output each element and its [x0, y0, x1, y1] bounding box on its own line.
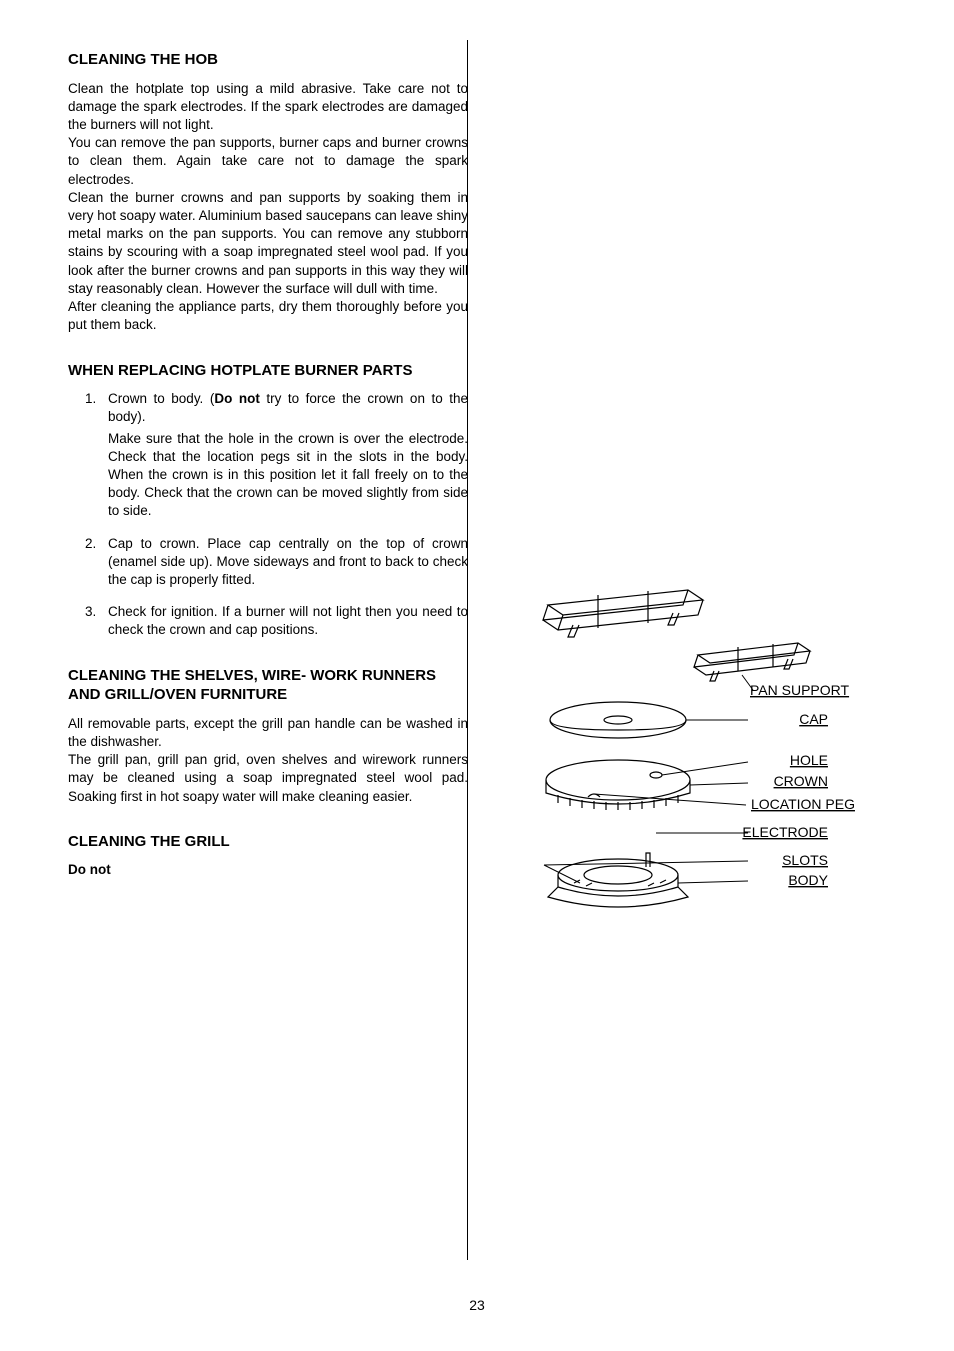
diagram-label-hole: HOLE: [790, 752, 828, 768]
list-item-sub: Make sure that the hole in the crown is …: [108, 430, 468, 521]
diagram-label-body: BODY: [788, 872, 828, 888]
list-item: Cap to crown. Place cap centrally on the…: [100, 535, 468, 590]
text: Crown to body. (: [108, 391, 214, 406]
section-replacing-parts: WHEN REPLACING HOTPLATE BURNER PARTS Cro…: [68, 361, 468, 640]
para-bold: Do not: [68, 861, 468, 879]
page-number: 23: [0, 1297, 954, 1313]
heading-cleaning-grill: CLEANING THE GRILL: [68, 832, 468, 852]
diagram-label-cap: CAP: [799, 711, 828, 727]
para: You can remove the pan supports, burner …: [68, 134, 468, 189]
section-cleaning-shelves: CLEANING THE SHELVES, WIRE- WORK RUNNERS…: [68, 666, 468, 806]
para: Clean the burner crowns and pan supports…: [68, 189, 468, 298]
heading-cleaning-shelves: CLEANING THE SHELVES, WIRE- WORK RUNNERS…: [68, 666, 468, 705]
list-item-main: Crown to body. (Do not try to force the …: [108, 390, 468, 426]
burner-parts-diagram: PAN SUPPORT CAP HOLE CROWN LOCATION PEG …: [488, 565, 858, 935]
para: All removable parts, except the grill pa…: [68, 715, 468, 751]
diagram-label-pan-support: PAN SUPPORT: [750, 682, 850, 698]
list-item: Crown to body. (Do not try to force the …: [100, 390, 468, 521]
diagram-label-location-peg: LOCATION PEG: [751, 796, 855, 812]
diagram-label-electrode: ELECTRODE: [742, 824, 828, 840]
left-column: CLEANING THE HOB Clean the hotplate top …: [68, 50, 468, 906]
section-cleaning-grill: CLEANING THE GRILL Do not: [68, 832, 468, 880]
page-content: CLEANING THE HOB Clean the hotplate top …: [0, 0, 954, 946]
diagram-label-crown: CROWN: [774, 773, 828, 789]
section-cleaning-hob: CLEANING THE HOB Clean the hotplate top …: [68, 50, 468, 335]
list-item: Check for ignition. If a burner will not…: [100, 603, 468, 639]
ordered-list: Crown to body. (Do not try to force the …: [68, 390, 468, 640]
right-column: PAN SUPPORT CAP HOLE CROWN LOCATION PEG …: [488, 50, 886, 906]
column-divider: [467, 40, 468, 1260]
diagram-label-slots: SLOTS: [782, 852, 828, 868]
para: Clean the hotplate top using a mild abra…: [68, 80, 468, 135]
heading-cleaning-hob: CLEANING THE HOB: [68, 50, 468, 70]
heading-replacing-parts: WHEN REPLACING HOTPLATE BURNER PARTS: [68, 361, 468, 381]
text-bold: Do not: [214, 391, 260, 406]
para: The grill pan, grill pan grid, oven shel…: [68, 751, 468, 806]
para: After cleaning the appliance parts, dry …: [68, 298, 468, 334]
